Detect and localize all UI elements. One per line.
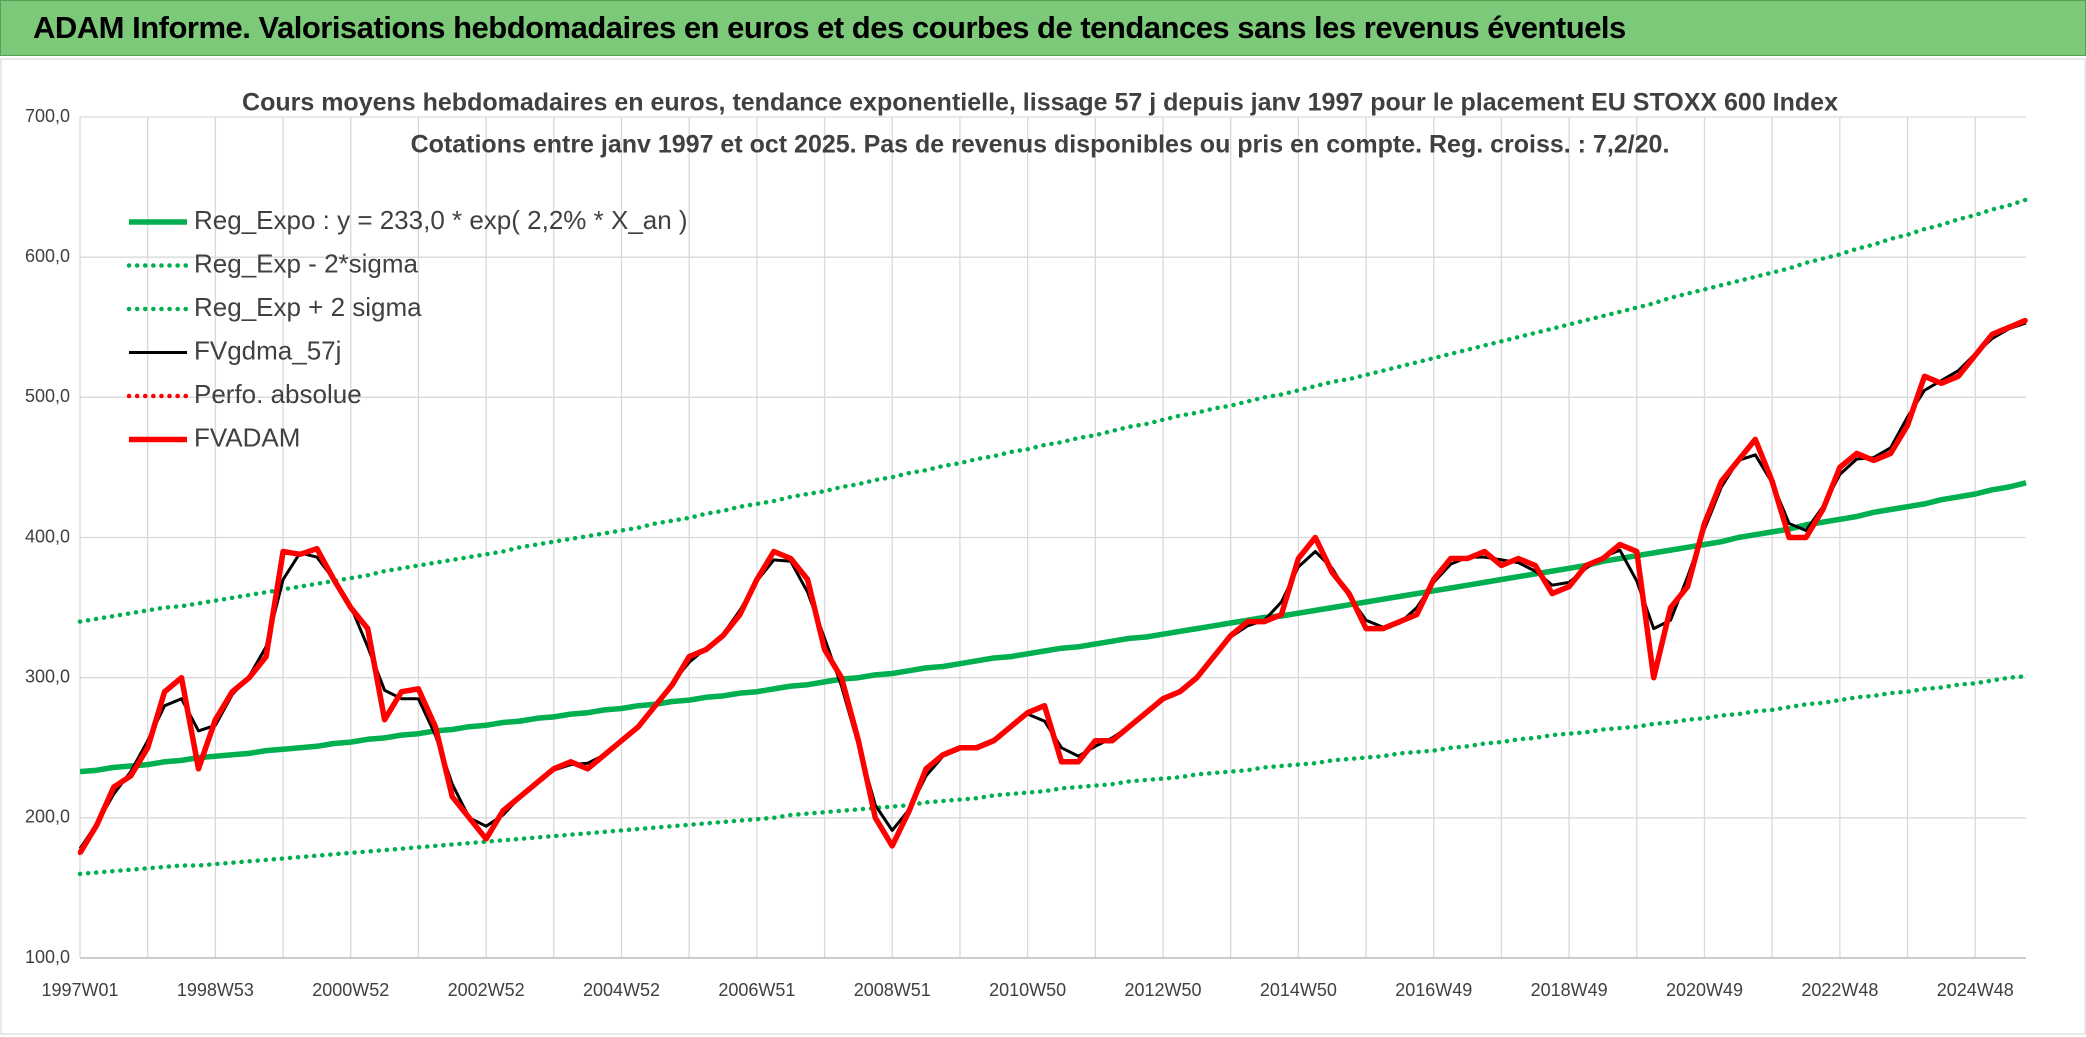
x-tick-label: 2020W49 (1666, 980, 1743, 1000)
x-tick-label: 2006W51 (718, 980, 795, 1000)
y-tick-label: 600,0 (25, 246, 70, 266)
legend-label: FVADAM (194, 422, 300, 452)
x-tick-label: 2000W52 (312, 980, 389, 1000)
legend-label: Reg_Exp - 2*sigma (194, 248, 419, 278)
legend-label: FVgdma_57j (194, 335, 341, 365)
x-tick-label: 2018W49 (1531, 980, 1608, 1000)
x-tick-label: 2002W52 (448, 980, 525, 1000)
y-tick-label: 200,0 (25, 807, 70, 827)
y-tick-label: 100,0 (25, 947, 70, 967)
series-line (77, 317, 2028, 855)
x-tick-label: 2010W50 (989, 980, 1066, 1000)
legend-label: Reg_Expo : y = 233,0 * exp( 2,2% * X_an … (194, 205, 688, 235)
y-tick-label: 400,0 (25, 526, 70, 546)
x-tick-label: 2008W51 (854, 980, 931, 1000)
legend-label: Reg_Exp + 2 sigma (194, 292, 422, 322)
chart: 100,0 200,0 300,0 400,0 500,0 600,0 700,0 1997W… (0, 58, 2086, 1035)
chart-subtitle: Cotations entre janv 1997 et oct 2025. P… (411, 131, 1670, 159)
x-tick-label: 1998W53 (177, 980, 254, 1000)
y-tick-label: 700,0 (25, 106, 70, 126)
banner: ADAM Informe. Valorisations hebdomadaire… (0, 0, 2086, 56)
chart-frame (0, 58, 2086, 1035)
x-tick-label: 2014W50 (1260, 980, 1337, 1000)
series-line (79, 480, 2027, 775)
x-tick-label: 2016W49 (1395, 980, 1472, 1000)
x-tick-label: 2022W48 (1801, 980, 1878, 1000)
chart-title: Cours moyens hebdomadaires en euros, ten… (242, 89, 1838, 117)
series-line (77, 197, 2029, 624)
banner-title: ADAM Informe. Valorisations hebdomadaire… (33, 10, 1626, 45)
x-tick-label: 2004W52 (583, 980, 660, 1000)
x-tick-label: 2024W48 (1937, 980, 2014, 1000)
x-tick-label: 1997W01 (41, 980, 118, 1000)
series-line (77, 674, 2029, 877)
legend-label: Perfo. absolue (194, 379, 362, 409)
y-tick-label: 500,0 (25, 386, 70, 406)
y-tick-label: 300,0 (25, 666, 70, 686)
x-tick-label: 2012W50 (1124, 980, 1201, 1000)
